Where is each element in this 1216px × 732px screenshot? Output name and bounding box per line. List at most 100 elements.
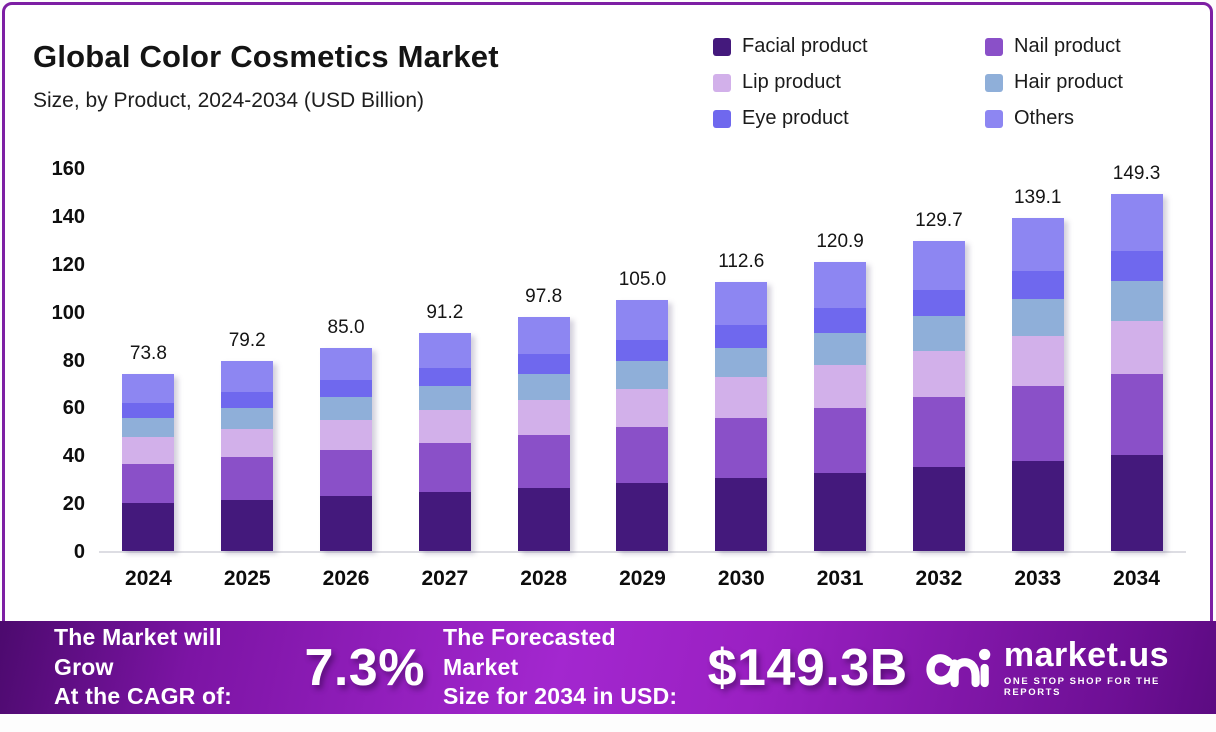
bar-total-label: 97.8 xyxy=(525,285,563,307)
legend-swatch xyxy=(713,73,731,92)
bar-segment-nail-product xyxy=(814,407,867,473)
bar-group: 91.2 xyxy=(395,170,494,551)
bar-segment-eye-product xyxy=(912,290,965,317)
legend-label: Facial product xyxy=(742,35,868,57)
stacked-bar xyxy=(715,281,768,551)
bar-segment-facial-product xyxy=(418,492,471,551)
legend-swatch xyxy=(985,37,1003,56)
bar-segment-eye-product xyxy=(1110,250,1163,282)
legend-swatch xyxy=(985,109,1003,128)
y-axis-tick-label: 100 xyxy=(51,301,85,324)
legend-swatch xyxy=(713,37,731,56)
bar-segment-hair-product xyxy=(912,316,965,351)
x-axis-year-label: 2025 xyxy=(223,567,271,590)
y-axis-tick-label: 20 xyxy=(62,493,85,516)
x-axis-year-label: 2034 xyxy=(1113,567,1160,590)
bar-segment-others xyxy=(616,299,669,340)
bar-segment-facial-product xyxy=(1110,454,1163,551)
bar-segment-others xyxy=(418,332,471,368)
x-axis: 2024 2025 2026 2027 2028 2029 2030 2031 2032 2033… xyxy=(99,567,1186,591)
bar-segment-eye-product xyxy=(814,308,867,333)
y-axis-tick-label: 40 xyxy=(62,445,85,468)
x-axis-year-label: 2033 xyxy=(1014,567,1062,590)
bar-segment-lip-product xyxy=(1011,336,1064,387)
bar-segment-eye-product xyxy=(418,367,471,387)
y-axis-tick-label: 80 xyxy=(62,349,85,372)
bar-segment-nail-product xyxy=(418,443,471,493)
legend-label: Nail product xyxy=(1014,35,1121,57)
bar-group: 149.3 xyxy=(1087,163,1186,551)
bar-segment-nail-product xyxy=(517,435,570,488)
y-axis-tick-label: 0 xyxy=(73,541,85,563)
banner-mid-line2: Size for 2034 in USD: xyxy=(442,683,678,710)
bar-segment-hair-product xyxy=(1011,299,1064,337)
brand-text: market.us ONE STOP SHOP FOR THE REPORTS xyxy=(1004,638,1216,698)
stacked-bar xyxy=(1011,218,1064,551)
cagr-value: 7.3% xyxy=(304,638,425,697)
bar-segment-facial-product xyxy=(616,483,669,551)
bar-segment-others xyxy=(912,240,965,291)
stacked-bar xyxy=(221,361,274,551)
legend-label: Hair product xyxy=(1014,71,1123,93)
bar-segment-hair-product xyxy=(418,386,471,411)
bar-total-label: 79.2 xyxy=(228,330,266,352)
bar-segment-others xyxy=(320,347,373,380)
bar-segment-hair-product xyxy=(221,407,274,429)
brand-name: market.us xyxy=(1003,635,1170,674)
bar-segment-eye-product xyxy=(517,354,570,375)
x-axis-year-label: 2032 xyxy=(915,567,963,590)
bars-container: 73.8 79.2 85.0 91.2 97.8 105.0 112.6 120.9 129.7… xyxy=(99,163,1186,551)
bar-segment-nail-product xyxy=(122,463,175,504)
plot-area: 73.8 79.2 85.0 91.2 97.8 105.0 112.6 120.9 129.7… xyxy=(99,163,1186,553)
bar-segment-others xyxy=(715,281,768,325)
bar-segment-others xyxy=(122,374,175,403)
bar-group: 105.0 xyxy=(593,170,692,551)
bar-segment-facial-product xyxy=(517,487,570,551)
bar-group: 97.8 xyxy=(494,170,593,551)
stacked-bar xyxy=(122,374,175,551)
bar-segment-nail-product xyxy=(1011,386,1064,461)
stacked-bar-chart: 160 140 120 100 80 60 40 20 0 73.8 79.2 85.0 91.2 97… xyxy=(33,155,1188,610)
bar-total-label: 73.8 xyxy=(129,343,167,365)
legend-swatch xyxy=(985,73,1003,92)
cagr-banner: The Market will Grow At the CAGR of: 7.3… xyxy=(0,621,1216,714)
legend: Facial product Nail product Lip product Hai… xyxy=(713,35,1173,130)
bar-segment-lip-product xyxy=(912,350,965,398)
bar-segment-lip-product xyxy=(1110,320,1163,375)
bar-segment-nail-product xyxy=(320,450,373,496)
banner-left-text: The Market will Grow At the CAGR of: xyxy=(54,623,282,711)
bar-segment-facial-product xyxy=(221,499,274,551)
x-axis-year-label: 2028 xyxy=(520,567,568,590)
brand-tagline: ONE STOP SHOP FOR THE REPORTS xyxy=(1003,675,1160,698)
page-subtitle: Size, by Product, 2024-2034 (USD Billion… xyxy=(33,89,425,112)
bar-segment-eye-product xyxy=(715,324,768,348)
legend-label: Others xyxy=(1014,107,1075,129)
bar-segment-hair-product xyxy=(814,332,867,365)
legend-label: Eye product xyxy=(742,107,849,129)
forecast-value: $149.3B xyxy=(707,638,908,697)
banner-mid-text: The Forecasted Market Size for 2034 in U… xyxy=(443,623,692,711)
bar-segment-nail-product xyxy=(912,397,965,468)
bar-total-label: 112.6 xyxy=(718,250,765,272)
bar-segment-hair-product xyxy=(122,417,175,438)
bar-group: 129.7 xyxy=(890,170,989,551)
x-axis-year-label: 2024 xyxy=(125,567,172,590)
y-axis-tick-label: 60 xyxy=(62,397,85,420)
bar-segment-lip-product xyxy=(320,419,373,451)
bar-segment-nail-product xyxy=(616,426,669,484)
bar-segment-eye-product xyxy=(320,379,373,398)
banner-mid-line1: The Forecasted Market xyxy=(442,624,616,680)
legend-item: Facial product xyxy=(713,35,985,58)
y-axis: 160 140 120 100 80 60 40 20 0 xyxy=(33,155,85,610)
bar-segment-hair-product xyxy=(715,347,768,378)
x-axis-year-label: 2030 xyxy=(717,567,765,590)
x-axis-year-label: 2027 xyxy=(421,567,469,590)
bar-segment-lip-product xyxy=(517,399,570,436)
market-us-logo-icon xyxy=(926,648,990,687)
bar-segment-others xyxy=(1011,218,1064,272)
bar-segment-lip-product xyxy=(715,377,768,418)
y-axis-tick-label: 160 xyxy=(51,158,85,180)
bar-segment-facial-product xyxy=(715,478,768,551)
bar-segment-eye-product xyxy=(1011,271,1064,300)
stacked-bar xyxy=(616,299,669,551)
